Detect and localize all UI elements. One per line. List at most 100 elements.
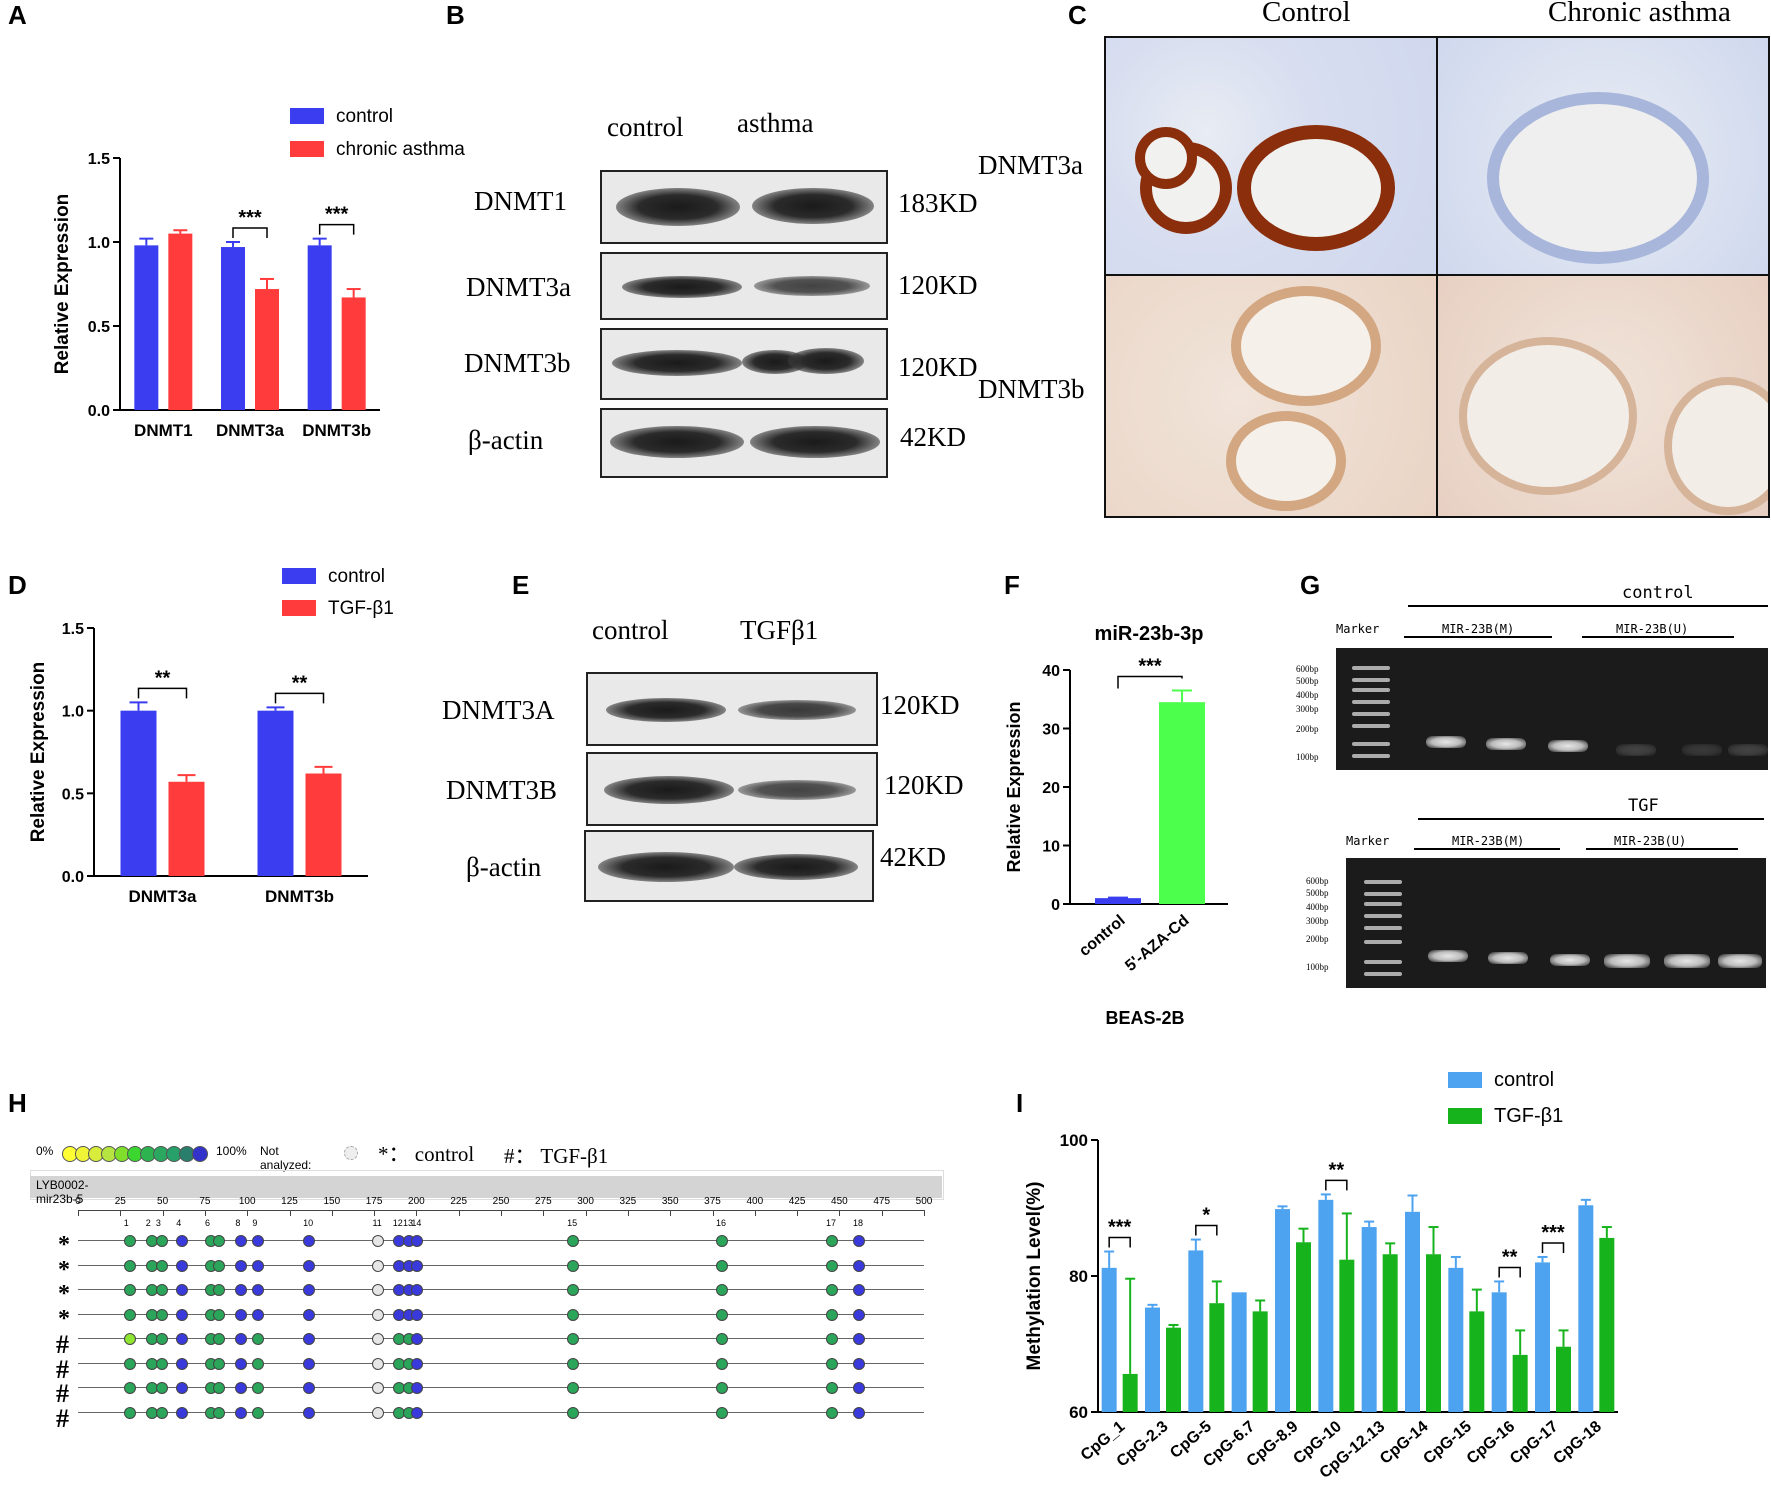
panel-label-c: C	[1068, 0, 1087, 30]
cpg-dot	[176, 1284, 189, 1296]
gel-bottom-bp-400: 400bp	[1306, 902, 1329, 912]
cpg-dot	[715, 1357, 728, 1370]
gel-top-bp-300: 300bp	[1296, 704, 1319, 714]
y-tick-label: 10	[1042, 839, 1060, 856]
bar	[168, 233, 193, 410]
gel-top-bp-600: 600bp	[1296, 664, 1319, 674]
x-tick-label: DNMT3b	[265, 887, 334, 906]
cpg-dot	[123, 1235, 136, 1247]
cpg-dot	[853, 1284, 865, 1296]
cpg-dot	[825, 1284, 838, 1296]
cpg-dot	[252, 1235, 265, 1247]
legend-swatch	[290, 141, 324, 157]
gel-bottom-group: TGF	[1628, 796, 1659, 816]
legend-swatch	[282, 568, 316, 584]
blot-e-row-dnmt3a	[586, 672, 878, 746]
bar	[1405, 1211, 1420, 1412]
y-tick-label: 80	[1069, 1267, 1088, 1286]
significance-label: ***	[1108, 1217, 1132, 1239]
significance-label: **	[155, 667, 171, 689]
bar	[1599, 1237, 1615, 1412]
y-axis-label: Methylation Level(%)	[1024, 1182, 1045, 1371]
cpg-dot	[411, 1235, 424, 1247]
cpg-dot	[213, 1259, 226, 1272]
cpg-dot	[155, 1259, 168, 1272]
cpg-dot	[715, 1308, 728, 1321]
h-legend-control: *： control	[378, 1142, 475, 1166]
blot-e-row-actin	[584, 830, 874, 902]
cpg-dot	[853, 1406, 865, 1419]
cpg-dot	[213, 1333, 226, 1345]
cpg-dot	[715, 1259, 728, 1272]
gel-bottom-bp-500: 500bp	[1306, 888, 1329, 898]
y-tick-label: 0.5	[62, 786, 84, 803]
gel-top-bp-400: 400bp	[1296, 690, 1319, 700]
h-axis-label: 225	[450, 1196, 468, 1207]
cpg-dot	[411, 1308, 424, 1321]
ihc-control-dnmt3a	[1104, 36, 1438, 276]
ihc-asthma-dnmt3a	[1436, 36, 1770, 276]
cpg-dot	[176, 1235, 189, 1247]
bar	[1382, 1254, 1398, 1412]
bar	[1512, 1354, 1528, 1412]
gel-top-u-label: MIR-23B(U)	[1616, 622, 1689, 636]
bar	[341, 297, 366, 410]
bar	[255, 289, 279, 410]
chart-title: miR-23b-3p	[1095, 623, 1204, 645]
blot-b-lane-control: control	[607, 112, 684, 142]
y-tick-label: 0.0	[88, 403, 110, 420]
h-axis-label: 350	[661, 1196, 679, 1207]
cpg-dot	[123, 1333, 136, 1345]
cpg-dot	[303, 1382, 316, 1394]
bar	[1296, 1242, 1311, 1412]
cpg-dot	[567, 1357, 580, 1370]
legend-label: TGF-β1	[1494, 1105, 1563, 1127]
blot-b-protein-2: DNMT3a	[466, 272, 571, 302]
cpg-dot	[213, 1406, 226, 1419]
gel-bottom-bp-200: 200bp	[1306, 934, 1329, 944]
significance-bracket	[274, 692, 325, 704]
blot-b-size-2: 120KD	[898, 270, 978, 300]
h-site-label: 1	[123, 1218, 129, 1228]
cpg-dot	[235, 1259, 248, 1272]
y-tick-label: 0.5	[88, 319, 110, 336]
legend-swatch	[1448, 1072, 1482, 1088]
ihc-row-dnmt3b: DNMT3b	[978, 374, 1085, 404]
significance-bracket	[318, 223, 355, 235]
cpg-dot	[303, 1333, 316, 1345]
panel-label-b: B	[446, 0, 465, 30]
blot-e-row-dnmt3b	[586, 752, 878, 826]
ihc-col-control: Control	[1262, 0, 1351, 28]
cpg-dot	[853, 1357, 865, 1370]
blot-b-size-3: 120KD	[898, 352, 978, 382]
gel-top-marker: Marker	[1336, 622, 1380, 636]
cpg-dot	[567, 1259, 580, 1272]
blot-e-size-1: 120KD	[880, 690, 960, 720]
h-row-mark: #	[56, 1379, 69, 1408]
cpg-dot	[853, 1333, 865, 1345]
h-site-label: 6	[204, 1218, 210, 1228]
legend-swatch	[1448, 1108, 1482, 1124]
h-not-analyzed-dot	[344, 1146, 358, 1160]
cpg-dot	[123, 1357, 136, 1370]
cpg-dot	[235, 1235, 248, 1247]
h-site-label: 15	[567, 1218, 578, 1228]
bar	[1318, 1199, 1334, 1412]
cpg-dot	[715, 1235, 728, 1247]
cpg-dot	[853, 1259, 865, 1272]
legend-label: chronic asthma	[336, 139, 465, 160]
cpg-dot	[176, 1308, 189, 1321]
cpg-dot	[853, 1235, 865, 1247]
cpg-dot	[303, 1406, 316, 1419]
ihc-row-dnmt3a: DNMT3a	[978, 150, 1083, 180]
cpg-dot	[715, 1284, 728, 1296]
cpg-dot	[411, 1406, 424, 1419]
y-axis-label: Relative Expression	[28, 662, 49, 843]
y-tick-label: 1.0	[88, 235, 110, 252]
panel-label-i: I	[1016, 1088, 1024, 1118]
cpg-dot	[411, 1284, 424, 1296]
h-axis-label: 450	[831, 1196, 848, 1207]
cpg-dot	[213, 1308, 226, 1321]
h-site-label: 4	[176, 1218, 182, 1228]
